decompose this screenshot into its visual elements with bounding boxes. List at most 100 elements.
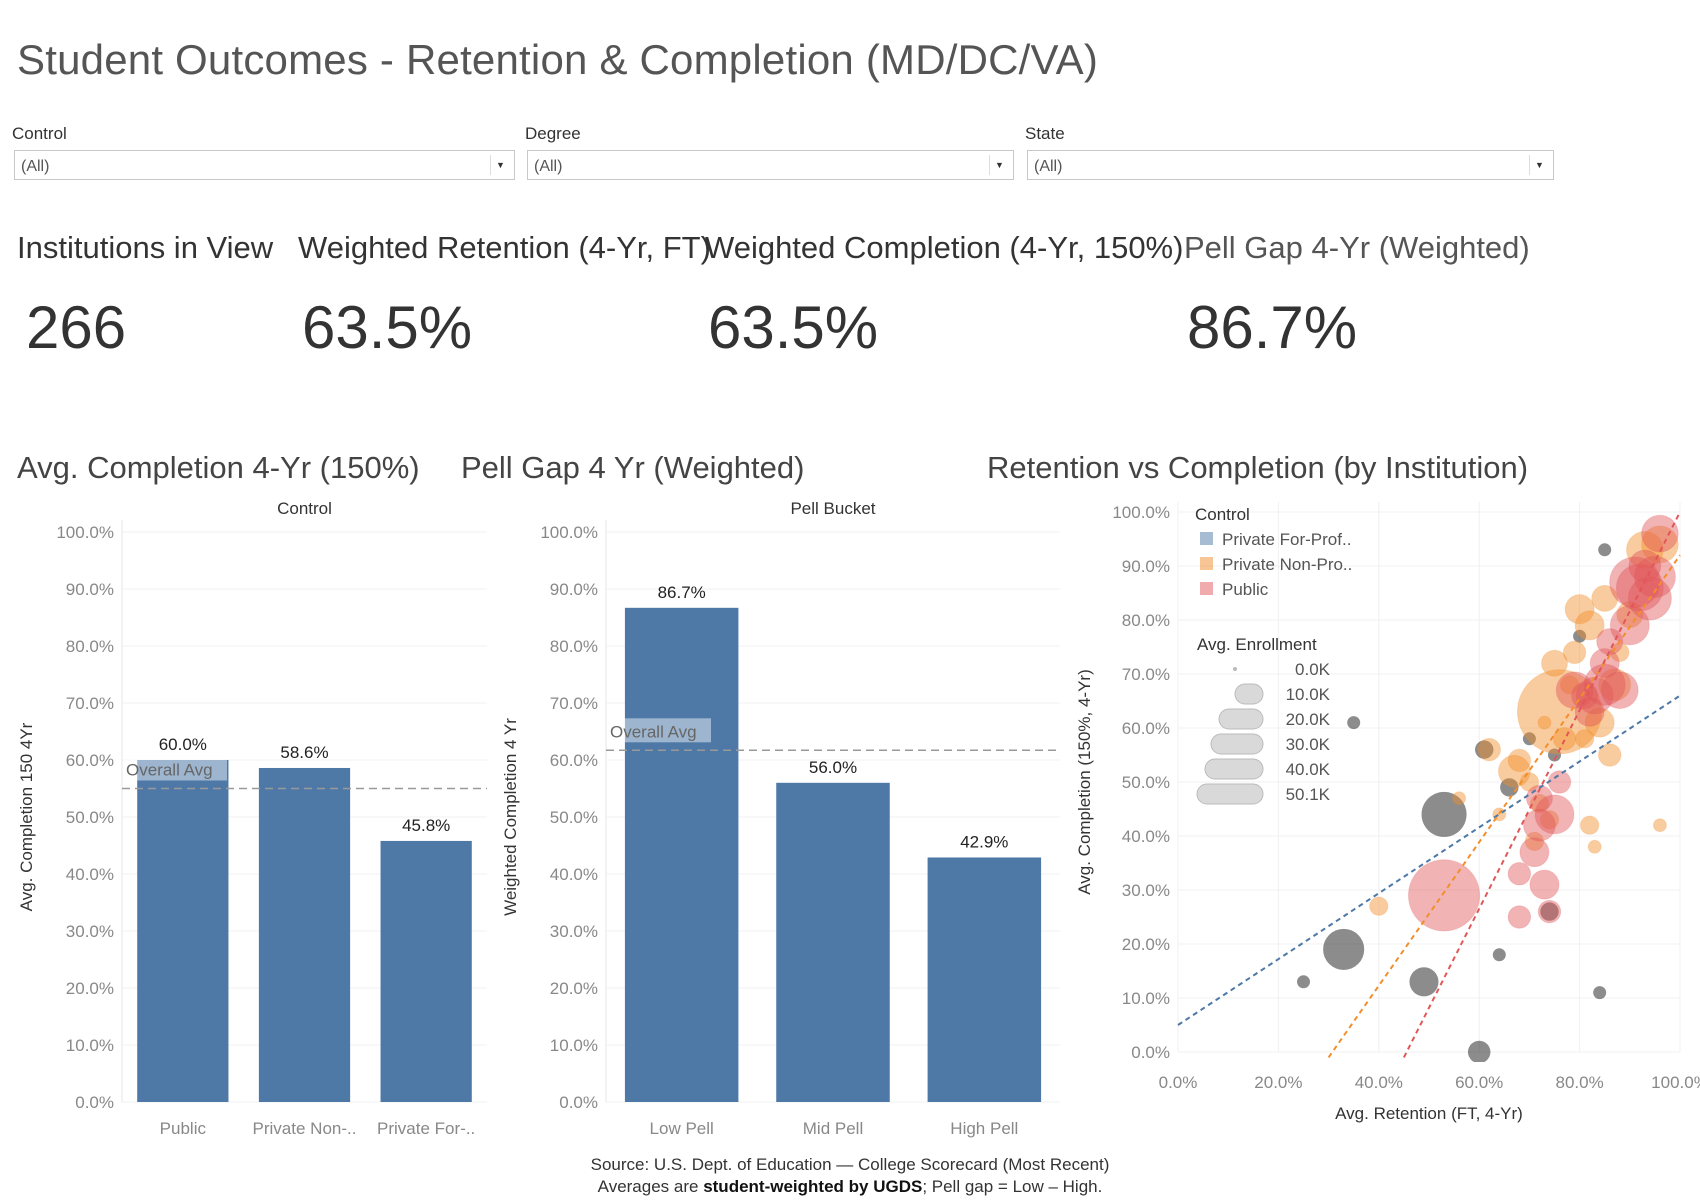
completion-category-label: Private For-.. xyxy=(377,1119,475,1138)
kpi-completion-title: Weighted Completion (4-Yr, 150%) xyxy=(705,230,1184,265)
scatter-point xyxy=(1492,948,1506,962)
kpi-pellgap-value: 86.7% xyxy=(1187,294,1358,361)
scatter-point xyxy=(1597,743,1622,767)
completion-bar-label: 58.6% xyxy=(280,743,328,762)
filter-state-label: State xyxy=(1025,124,1065,143)
scatter-point xyxy=(1537,715,1552,730)
scatter-point xyxy=(1500,778,1519,797)
kpi-retention-title: Weighted Retention (4-Yr, FT) xyxy=(298,230,711,265)
scatter-point xyxy=(1523,808,1556,842)
filter-state[interactable]: State (All) ▼ xyxy=(1025,124,1554,180)
scatter-y-tick: 70.0% xyxy=(1122,665,1170,684)
scatter-point xyxy=(1598,543,1612,557)
scatter-point xyxy=(1564,594,1595,625)
scatter-size-swatch xyxy=(1196,783,1264,805)
scatter-point xyxy=(1534,794,1575,835)
scatter-size-label: 50.1K xyxy=(1286,785,1331,804)
scatter-legend-swatch xyxy=(1200,582,1213,595)
source-line-2: Averages are student-weighted by UGDS; P… xyxy=(0,1177,1700,1197)
filter-state-dropdown[interactable]: (All) ▼ xyxy=(1027,150,1554,180)
chart-completion-title: Avg. Completion 4-Yr (150%) xyxy=(17,450,420,485)
scatter-point xyxy=(1625,530,1664,569)
scatter-point xyxy=(1409,967,1439,997)
scatter-point xyxy=(1516,669,1603,755)
chevron-down-icon[interactable]: ▼ xyxy=(490,155,510,175)
scatter-y-tick: 60.0% xyxy=(1122,719,1170,738)
completion-y-tick: 10.0% xyxy=(66,1036,114,1055)
filter-state-value: (All) xyxy=(1034,158,1063,175)
scatter-size-label: 40.0K xyxy=(1286,760,1331,779)
scatter-size-swatch xyxy=(1210,733,1264,755)
completion-bar xyxy=(380,840,472,1102)
scatter-point xyxy=(1477,737,1501,762)
scatter-point xyxy=(1591,584,1619,612)
completion-bar-label: 60.0% xyxy=(159,735,207,754)
chevron-down-icon[interactable]: ▼ xyxy=(1529,155,1549,175)
filter-degree-dropdown[interactable]: (All) ▼ xyxy=(527,150,1014,180)
completion-y-tick: 80.0% xyxy=(66,637,114,656)
source-line-1: Source: U.S. Dept. of Education — Colleg… xyxy=(590,1155,1110,1174)
completion-y-tick: 20.0% xyxy=(66,979,114,998)
pellgap-category-label: High Pell xyxy=(950,1119,1018,1138)
scatter-size-swatch xyxy=(1218,708,1264,730)
pellgap-bar-label: 86.7% xyxy=(658,583,706,602)
scatter-point xyxy=(1467,1040,1491,1062)
scatter-point xyxy=(1633,555,1676,598)
scatter-point xyxy=(1507,748,1532,773)
scatter-point xyxy=(1641,514,1679,553)
scatter-y-tick: 10.0% xyxy=(1122,989,1170,1008)
kpi-completion-value: 63.5% xyxy=(708,294,879,361)
pellgap-y-tick: 10.0% xyxy=(550,1036,598,1055)
pellgap-y-tick: 100.0% xyxy=(540,523,598,542)
scatter-legend-title: Control xyxy=(1195,505,1250,524)
completion-bar-label: 45.8% xyxy=(402,816,450,835)
scatter-trend-line xyxy=(1403,511,1681,1058)
completion-bar xyxy=(258,767,351,1102)
kpi-institutions-value: 266 xyxy=(26,294,127,361)
scatter-point xyxy=(1573,629,1587,643)
scatter-y-tick: 100.0% xyxy=(1112,503,1170,522)
pellgap-bar xyxy=(776,782,890,1102)
scatter-point xyxy=(1552,727,1577,751)
pellgap-bar-label: 42.9% xyxy=(960,832,1008,851)
pellgap-header: Pell Bucket xyxy=(790,499,875,518)
scatter-point xyxy=(1541,649,1568,677)
scatter-point xyxy=(1598,668,1632,702)
scatter-point xyxy=(1539,810,1560,830)
completion-y-tick: 0.0% xyxy=(75,1093,114,1112)
completion-y-tick: 70.0% xyxy=(66,694,114,713)
chart-scatter-title: Retention vs Completion (by Institution) xyxy=(987,450,1529,485)
pellgap-reference-label-bg xyxy=(608,718,711,743)
scatter-point xyxy=(1628,549,1662,583)
scatter-point xyxy=(1529,869,1560,900)
scatter-point xyxy=(1574,696,1605,727)
pellgap-category-label: Mid Pell xyxy=(803,1119,863,1138)
scatter-point xyxy=(1452,791,1467,806)
scatter-legend-swatch xyxy=(1200,532,1213,545)
filter-control-dropdown[interactable]: (All) ▼ xyxy=(14,150,515,180)
scatter-y-tick: 30.0% xyxy=(1122,881,1170,900)
kpi-pellgap-title: Pell Gap 4-Yr (Weighted) xyxy=(1184,230,1530,265)
scatter-point xyxy=(1537,899,1562,924)
pellgap-y-tick: 40.0% xyxy=(550,865,598,884)
scatter-point xyxy=(1562,640,1587,665)
filter-degree-label: Degree xyxy=(525,124,581,143)
scatter-point xyxy=(1347,716,1361,730)
filter-control[interactable]: Control (All) ▼ xyxy=(12,124,515,180)
scatter-point xyxy=(1475,740,1494,759)
scatter-x-tick: 40.0% xyxy=(1355,1073,1403,1092)
source-line-2-pre: Averages are xyxy=(597,1177,704,1196)
pellgap-y-tick: 30.0% xyxy=(550,922,598,941)
scatter-size-label: 20.0K xyxy=(1286,710,1331,729)
scatter-point xyxy=(1407,859,1481,932)
completion-category-label: Private Non-.. xyxy=(253,1119,357,1138)
pellgap-bar xyxy=(624,607,739,1102)
completion-header: Control xyxy=(277,499,332,518)
filter-degree[interactable]: Degree (All) ▼ xyxy=(525,124,1014,180)
scatter-size-swatch xyxy=(1204,758,1264,780)
completion-y-tick: 50.0% xyxy=(66,808,114,827)
scatter-point xyxy=(1519,837,1550,868)
chevron-down-icon[interactable]: ▼ xyxy=(989,155,1009,175)
scatter-x-tick: 100.0% xyxy=(1651,1073,1700,1092)
